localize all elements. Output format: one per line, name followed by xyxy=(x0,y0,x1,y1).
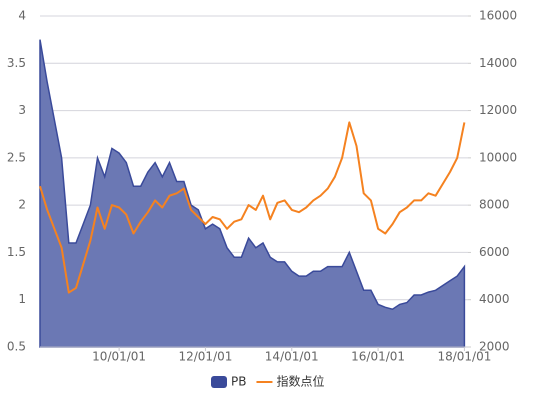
x-tick-label: 14/01/01 xyxy=(265,350,319,364)
x-tick-label: 12/01/01 xyxy=(178,350,232,364)
y2-tick-label: 6000 xyxy=(479,245,510,259)
area xyxy=(39,39,466,348)
y-tick-label: 3 xyxy=(18,103,26,117)
x-tick-label: 10/01/01 xyxy=(92,350,146,364)
legend-label[interactable]: 指数点位 xyxy=(276,374,324,389)
y2-tick-label: 2000 xyxy=(479,340,510,354)
y-tick-label: 3.5 xyxy=(7,56,26,70)
y-tick-label: 2 xyxy=(18,198,26,212)
legend-swatch[interactable] xyxy=(211,376,227,388)
y-tick-label: 0.5 xyxy=(7,340,26,354)
y2-tick-label: 10000 xyxy=(479,150,517,164)
y-tick-label: 4 xyxy=(18,9,26,23)
y2-tick-label: 16000 xyxy=(479,9,517,23)
line xyxy=(39,121,466,294)
y-tick-label: 1 xyxy=(18,292,26,306)
y2-tick-label: 8000 xyxy=(479,198,510,212)
x-tick-label: 18/01/01 xyxy=(437,350,491,364)
y2-tick-label: 14000 xyxy=(479,56,517,70)
y-tick-label: 1.5 xyxy=(7,245,26,259)
legend-label[interactable]: PB xyxy=(231,375,246,389)
y2-tick-label: 4000 xyxy=(479,292,510,306)
y2-tick-label: 12000 xyxy=(479,103,517,117)
y-tick-label: 2.5 xyxy=(7,150,26,164)
x-tick-label: 16/01/01 xyxy=(351,350,405,364)
